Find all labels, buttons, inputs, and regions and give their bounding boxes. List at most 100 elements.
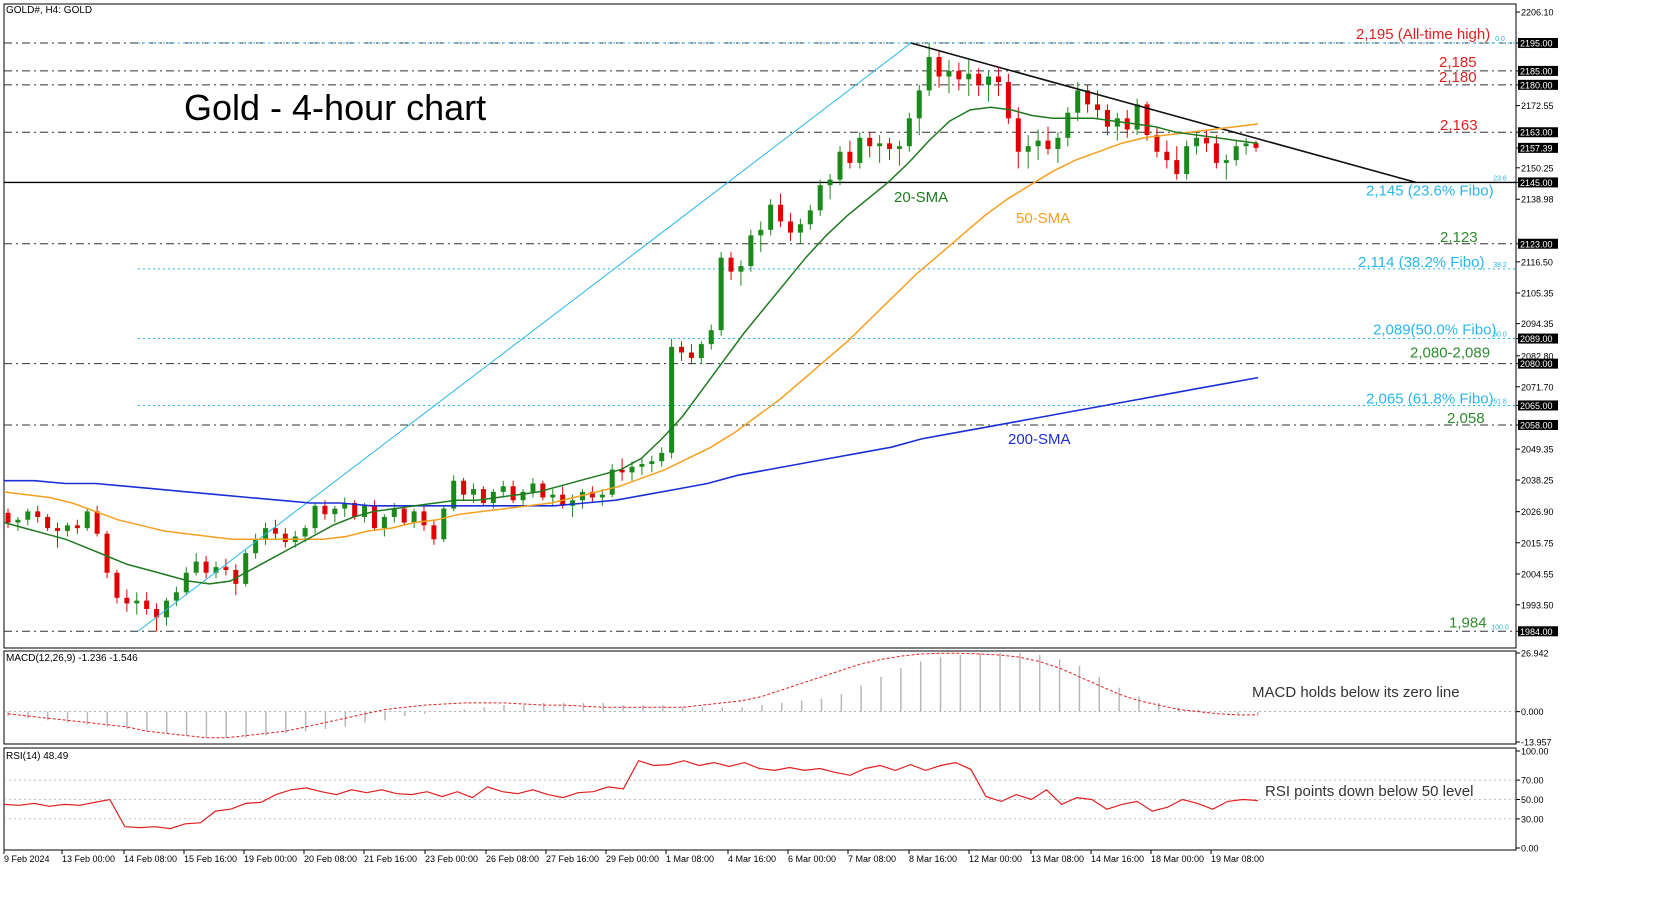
candle-body (926, 56, 932, 91)
price-y-tick-label: 2157.39 (1520, 143, 1553, 153)
candle-body (25, 511, 31, 520)
time-tick-label: 14 Mar 16:00 (1091, 854, 1144, 864)
price-y-tick-label: 2116.50 (1521, 257, 1553, 267)
candle-body (371, 505, 377, 529)
candle-body (233, 569, 239, 584)
price-y-tag-bg (1518, 358, 1558, 369)
candle-body (570, 500, 576, 506)
candle-body (887, 143, 893, 149)
time-tick-label: 13 Mar 08:00 (1031, 854, 1084, 864)
price-y-tick-label: 2015.75 (1521, 538, 1554, 548)
candle-body (738, 266, 744, 272)
time-tick-label: 9 Feb 2024 (4, 854, 50, 864)
candle-body (956, 70, 962, 80)
candle-body (550, 494, 556, 498)
sma200-line (4, 376, 1259, 507)
candle-body (362, 505, 368, 517)
macd-y-axis: 26.942 0.000 -13.957 (4, 649, 1552, 748)
candle-body (1144, 104, 1150, 136)
descending-trendline (910, 42, 1417, 184)
price-y-tick-label: 2172.55 (1521, 101, 1554, 111)
candle-body (520, 491, 526, 501)
candle-body (282, 533, 288, 543)
time-axis: 9 Feb 2024 13 Feb 00:00 14 Feb 08:00 15 Feb… (3, 850, 1264, 864)
sma200-label: 200-SMA (1008, 431, 1071, 448)
level-label: 2,058 (1447, 410, 1485, 427)
candle-body (1085, 90, 1091, 105)
candle-body (104, 533, 110, 573)
candle-body (1035, 140, 1041, 147)
price-y-tick-label: 2065.00 (1520, 401, 1553, 411)
fibo-level-tag: 23.6 (1493, 175, 1507, 182)
macd-y-tick-label: 0.000 (1521, 707, 1544, 717)
level-label: 2,180 (1439, 69, 1477, 86)
candle-body (946, 70, 952, 77)
candle-body (659, 452, 665, 462)
candle-body (144, 600, 150, 609)
candle-body (639, 464, 645, 467)
candle-body (1253, 143, 1259, 148)
macd-annotation: MACD holds below its zero line (1252, 684, 1460, 701)
candle-body (1134, 104, 1140, 130)
candle-body (94, 511, 100, 534)
price-y-tick-label: 2049.35 (1521, 445, 1554, 455)
candle-body (441, 508, 447, 540)
time-tick-label: 26 Feb 08:00 (486, 854, 539, 864)
price-levels (4, 42, 1516, 632)
price-y-tick-label: 2058.00 (1520, 420, 1553, 430)
candle-body (867, 137, 873, 147)
candle-body (5, 512, 11, 523)
price-y-tag-bg (1518, 79, 1558, 90)
candle-body (1104, 109, 1110, 127)
candle-body (916, 90, 922, 119)
candle-body (134, 600, 140, 604)
price-y-tag-bg (1518, 400, 1558, 411)
candle-body (401, 508, 407, 523)
candle-body (1015, 118, 1021, 152)
candle-body (669, 346, 675, 453)
price-y-tick-label: 2195.00 (1520, 39, 1553, 49)
price-y-tick-label: 2094.35 (1521, 319, 1554, 329)
rsi-y-tick-label: 70.00 (1521, 776, 1544, 786)
price-y-tag-bg (1518, 65, 1558, 76)
fibo-level-tag: 0.0 (1495, 36, 1505, 43)
time-tick-label: 23 Feb 00:00 (425, 854, 478, 864)
candle-body (877, 143, 883, 147)
candle-body (213, 567, 219, 573)
level-label: 2,185 (1439, 54, 1477, 71)
candle-body (1075, 90, 1081, 113)
candle-body (480, 489, 486, 504)
time-tick-label: 4 Mar 16:00 (728, 854, 776, 864)
candle-body (55, 528, 61, 531)
candle-body (253, 539, 259, 554)
price-y-tick-label: 2123.00 (1520, 239, 1553, 249)
candle-body (471, 489, 477, 495)
candle-body (332, 508, 338, 515)
time-tick-label: 8 Mar 16:00 (909, 854, 957, 864)
candle-body (381, 516, 387, 529)
price-y-tick-label: 2150.25 (1521, 163, 1554, 173)
price-y-tick-label: 2138.98 (1521, 195, 1554, 205)
price-y-tick-label: 2026.90 (1521, 507, 1554, 517)
candle-body (74, 525, 80, 529)
candle-body (995, 76, 1001, 83)
price-y-tick-label: 2145.00 (1520, 178, 1553, 188)
candle-body (1095, 104, 1101, 110)
candle-body (1025, 146, 1031, 152)
fibo-level-tag: 61.8 (1493, 398, 1507, 405)
time-tick-label: 19 Mar 08:00 (1211, 854, 1264, 864)
level-label: 2,163 (1440, 117, 1478, 134)
rsi-y-tick-label: 30.00 (1521, 814, 1544, 824)
time-tick-label: 29 Feb 00:00 (606, 854, 659, 864)
candle-body (431, 525, 437, 540)
candle-body (1184, 146, 1190, 175)
candle-body (837, 151, 843, 180)
time-tick-label: 21 Feb 16:00 (364, 854, 417, 864)
candle-body (768, 204, 774, 230)
price-y-tag-bg (1518, 333, 1558, 344)
candle-body (15, 519, 21, 523)
time-tick-label: 18 Mar 00:00 (1151, 854, 1204, 864)
sma20-line (3, 106, 1259, 585)
price-y-tick-label: 1993.50 (1521, 600, 1554, 610)
